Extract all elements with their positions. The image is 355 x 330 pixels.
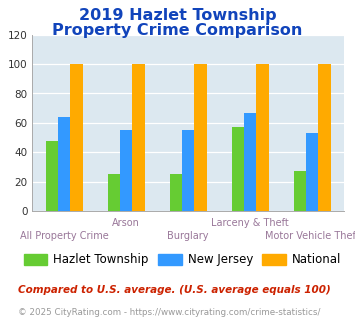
Bar bbox=[194, 64, 207, 211]
Text: Larceny & Theft: Larceny & Theft bbox=[211, 218, 289, 228]
Text: 2019 Hazlet Township: 2019 Hazlet Township bbox=[79, 8, 276, 23]
Bar bbox=[244, 113, 256, 211]
Bar bbox=[231, 127, 244, 211]
Text: All Property Crime: All Property Crime bbox=[20, 231, 109, 241]
Text: Compared to U.S. average. (U.S. average equals 100): Compared to U.S. average. (U.S. average … bbox=[18, 285, 331, 295]
Text: Burglary: Burglary bbox=[168, 231, 209, 241]
Text: Arson: Arson bbox=[112, 218, 140, 228]
Bar bbox=[132, 64, 145, 211]
Bar bbox=[170, 175, 182, 211]
Bar bbox=[70, 64, 83, 211]
Text: Property Crime Comparison: Property Crime Comparison bbox=[52, 23, 303, 38]
Bar bbox=[294, 172, 306, 211]
Text: Motor Vehicle Theft: Motor Vehicle Theft bbox=[265, 231, 355, 241]
Bar bbox=[256, 64, 269, 211]
Bar bbox=[120, 130, 132, 211]
Bar bbox=[306, 133, 318, 211]
Legend: Hazlet Township, New Jersey, National: Hazlet Township, New Jersey, National bbox=[24, 253, 341, 266]
Text: © 2025 CityRating.com - https://www.cityrating.com/crime-statistics/: © 2025 CityRating.com - https://www.city… bbox=[18, 308, 320, 316]
Bar bbox=[45, 141, 58, 211]
Bar bbox=[318, 64, 331, 211]
Bar bbox=[182, 130, 194, 211]
Bar bbox=[108, 175, 120, 211]
Bar bbox=[58, 117, 70, 211]
